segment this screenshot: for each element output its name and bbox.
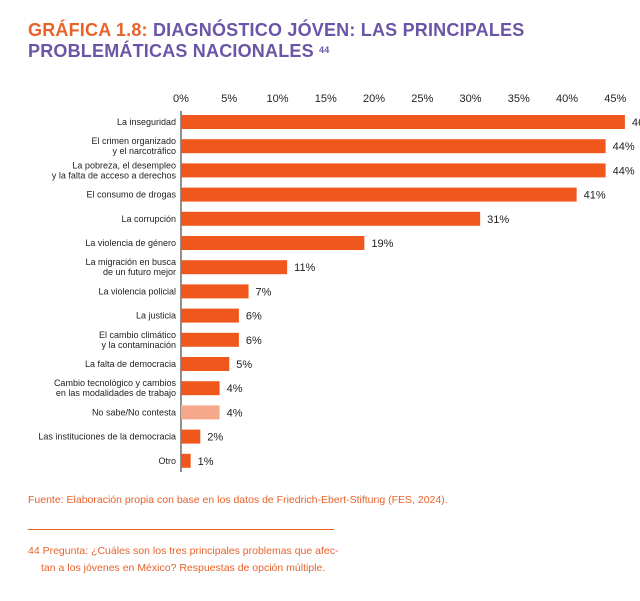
x-tick-label: 10%: [266, 93, 288, 105]
value-label: 7%: [256, 286, 272, 298]
x-tick-label: 0%: [173, 93, 189, 105]
category-label: La pobreza, el desempleo y la falta de ac…: [52, 160, 177, 180]
source-note: Fuente: Elaboración propia con base en l…: [28, 494, 448, 506]
category-label: El cambio climático y la contaminación: [99, 330, 176, 350]
category-label: Las instituciones de la democracia: [38, 432, 176, 442]
bar: [181, 405, 220, 420]
bar: [181, 260, 288, 275]
chart-title: GRÁFICA 1.8: DIAGNÓSTICO JÓVEN: LAS PRIN…: [28, 20, 628, 62]
value-label: 44%: [613, 165, 635, 177]
category-label: Cambio tecnológico y cambios en las modal…: [54, 378, 177, 398]
value-label: 4%: [227, 407, 243, 419]
value-label: 44%: [613, 141, 635, 153]
value-label: 41%: [584, 190, 606, 202]
bar: [181, 211, 481, 226]
bar: [181, 284, 249, 299]
x-tick-label: 35%: [508, 93, 530, 105]
bar: [181, 453, 191, 468]
category-label: La violencia policial: [98, 286, 176, 296]
value-label: 46%: [632, 117, 640, 129]
category-label: Otro: [158, 456, 176, 466]
bar: [181, 429, 201, 444]
category-label: La justicia: [136, 311, 176, 321]
footnote-ref: 44: [319, 45, 330, 55]
x-tick-label: 40%: [556, 93, 578, 105]
value-label: 31%: [487, 214, 509, 226]
category-label: No sabe/No contesta: [92, 407, 176, 417]
category-label: El consumo de drogas: [86, 190, 176, 200]
bar: [181, 187, 577, 202]
bar: [181, 115, 625, 129]
value-label: 19%: [371, 238, 393, 250]
x-tick-label: 25%: [411, 93, 433, 105]
value-label: 6%: [246, 311, 262, 323]
bar: [181, 139, 606, 154]
value-label: 11%: [294, 262, 315, 274]
bar: [181, 381, 220, 396]
bar: [181, 236, 365, 250]
bar-chart: 0% 5% 10% 15% 20% 25% 30% 35% 40% 45% La insegurid…: [38, 93, 640, 472]
footnote-line-2: tan a los jóvenes en México? Respuestas …: [41, 562, 326, 574]
category-label: El crimen organizado y el narcotráfico: [91, 136, 176, 156]
category-label: La inseguridad: [117, 117, 176, 127]
footnote-line-1: 44 Pregunta: ¿Cuáles son los tres princi…: [28, 545, 339, 557]
category-label: La falta de democracia: [85, 359, 176, 369]
category-label: La corrupción: [121, 214, 176, 224]
bar: [181, 332, 239, 347]
value-label: 5%: [236, 359, 252, 371]
chart-title-prefix: GRÁFICA 1.8:: [28, 20, 148, 40]
category-label: La migración en busca de un futuro mejor: [85, 257, 176, 277]
value-label: 6%: [246, 335, 262, 347]
category-label: La violencia de género: [85, 238, 176, 248]
x-tick-label: 20%: [363, 93, 385, 105]
x-tick-label: 30%: [459, 93, 481, 105]
bar: [181, 163, 606, 178]
x-tick-label: 45%: [604, 93, 626, 105]
value-label: 4%: [227, 383, 243, 395]
value-label: 2%: [207, 432, 223, 444]
footnote-divider: [28, 529, 334, 530]
value-label: 1%: [198, 456, 214, 468]
x-tick-label: 5%: [221, 93, 237, 105]
x-tick-label: 15%: [315, 93, 337, 105]
bar: [181, 308, 239, 323]
chart-title-main: DIAGNÓSTICO JÓVEN: LAS PRINCIPALES PROBL…: [28, 20, 525, 61]
bar: [181, 357, 230, 371]
footnote: 44 Pregunta: ¿Cuáles son los tres princi…: [28, 543, 358, 577]
